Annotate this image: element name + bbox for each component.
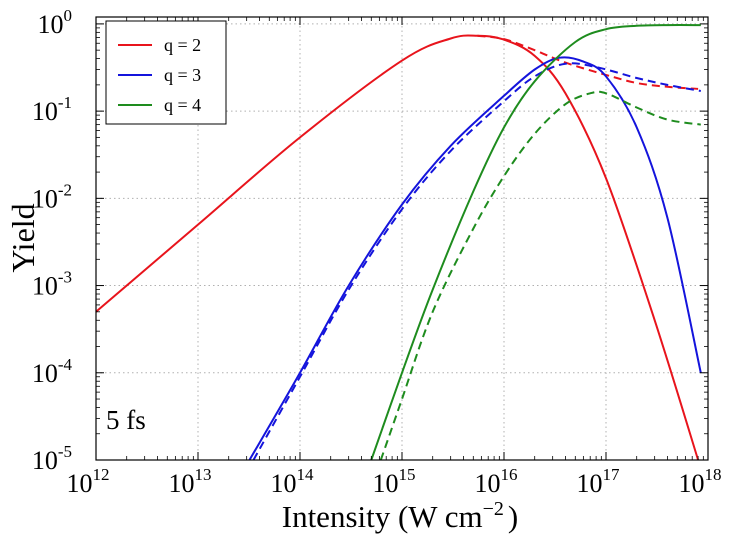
- x-tick-label: 1018: [679, 465, 722, 498]
- x-tick-label: 1012: [67, 465, 110, 498]
- x-tick-label: 1016: [475, 465, 518, 498]
- y-tick-label: 100: [38, 6, 73, 39]
- series-q3-dashed-line: [252, 62, 701, 461]
- legend-label: q = 4: [164, 95, 201, 115]
- x-tick-label: 1017: [577, 465, 621, 498]
- y-tick-label: 10-5: [32, 442, 72, 475]
- y-tick-labels: 10-5 10-4 10-3 10-2 10-1 100: [32, 6, 73, 475]
- x-tick-label: 1014: [271, 465, 315, 498]
- pulse-duration-annotation: 5 fs: [106, 405, 146, 435]
- legend: q = 2 q = 3 q = 4: [105, 20, 227, 125]
- legend-label: q = 2: [164, 35, 201, 55]
- x-tick-label: 1013: [169, 465, 212, 498]
- y-tick-label: 10-3: [32, 268, 72, 301]
- axis-ticks: [95, 17, 709, 461]
- series-layer: [95, 24, 702, 461]
- x-tick-label: 1015: [373, 465, 416, 498]
- series-q4-dashed-line: [379, 90, 701, 461]
- y-tick-label: 10-1: [32, 93, 72, 126]
- y-tick-label: 10-4: [32, 355, 73, 388]
- x-tick-labels: 1012 1013 1014 1015 1016 1017 1018: [67, 465, 722, 498]
- series-q2-dashed-line: [477, 34, 699, 90]
- y-axis-label: Yield: [5, 203, 41, 272]
- series-q3-solid-line: [248, 56, 702, 461]
- y-tick-label: 10-2: [32, 180, 72, 213]
- series-q4-solid-line: [370, 24, 701, 461]
- legend-box: [105, 20, 227, 125]
- legend-label: q = 3: [164, 65, 201, 85]
- x-axis-label: Intensity (W cm−2): [282, 498, 519, 534]
